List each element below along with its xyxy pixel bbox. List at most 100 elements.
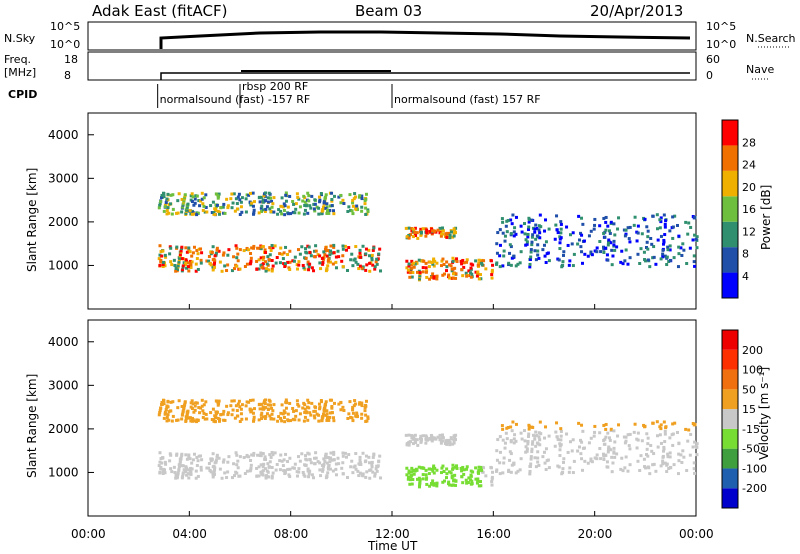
power-cell xyxy=(495,242,499,246)
power-cell xyxy=(498,228,502,232)
power-cell xyxy=(264,191,268,195)
power-cell xyxy=(541,248,545,252)
power-cell xyxy=(658,226,662,230)
velocity-cell xyxy=(313,462,317,466)
velocity-cell xyxy=(373,474,377,478)
velocity-cell xyxy=(428,436,432,440)
power-cell xyxy=(312,207,316,211)
velocity-cell xyxy=(590,460,594,464)
power-cell xyxy=(168,202,172,206)
velocity-cell xyxy=(245,400,249,404)
power-cell xyxy=(449,230,453,234)
power-cell xyxy=(679,246,683,250)
power-cell xyxy=(444,232,448,236)
velocity-cell xyxy=(309,461,313,465)
power-cell xyxy=(658,218,662,222)
power-cell xyxy=(606,258,610,262)
power-cell xyxy=(255,259,259,263)
velocity-cell xyxy=(303,415,307,419)
power-cell xyxy=(190,192,194,196)
power-cell xyxy=(623,234,627,238)
power-cell xyxy=(187,248,191,252)
velocity-cell xyxy=(435,468,439,472)
velocity-cell xyxy=(605,460,609,464)
power-cell xyxy=(662,238,666,242)
velocity-cell xyxy=(546,458,550,462)
velocity-cell xyxy=(235,414,239,418)
power-cell xyxy=(619,260,623,264)
velocity-cell xyxy=(319,399,323,403)
velocity-cell xyxy=(410,473,414,477)
power-cell xyxy=(238,267,242,271)
power-cell xyxy=(512,230,516,234)
velocity-cell xyxy=(440,439,444,443)
power-cell xyxy=(211,200,215,204)
power-cell xyxy=(296,248,300,252)
power-cell xyxy=(609,220,613,224)
power-cell xyxy=(416,236,420,240)
velocity-cell xyxy=(652,462,656,466)
power-cell xyxy=(685,262,689,266)
power-cell xyxy=(512,234,516,238)
power-cell xyxy=(479,273,483,277)
velocity-cell xyxy=(292,409,296,413)
velocity-cell xyxy=(418,484,422,488)
power-cell xyxy=(587,234,591,238)
power-cell xyxy=(252,208,256,212)
power-cell xyxy=(197,199,201,203)
power-cell xyxy=(302,194,306,198)
power-cell xyxy=(376,257,380,261)
velocity-cell xyxy=(636,438,640,442)
power-cell xyxy=(547,259,551,263)
power-cell xyxy=(280,196,284,200)
power-cell xyxy=(274,261,278,265)
velocity-cell xyxy=(268,414,272,418)
power-cell xyxy=(438,231,442,235)
velocity-cell xyxy=(184,468,188,472)
velocity-cell xyxy=(187,453,191,457)
colorbar-tick-label: 4 xyxy=(742,270,749,283)
velocity-cell xyxy=(571,471,575,475)
power-cell xyxy=(283,213,287,217)
velocity-cell xyxy=(221,412,225,416)
velocity-cell xyxy=(533,437,537,441)
velocity-cell xyxy=(453,436,457,440)
power-cell xyxy=(593,249,597,253)
power-cell xyxy=(537,256,541,260)
velocity-cell xyxy=(681,449,685,453)
velocity-cell xyxy=(663,432,667,436)
velocity-cell xyxy=(262,401,266,405)
power-cell xyxy=(192,245,196,249)
power-cell xyxy=(336,249,340,253)
velocity-cell xyxy=(445,438,449,442)
power-cell xyxy=(682,248,686,252)
velocity-cell xyxy=(157,413,161,417)
power-cell xyxy=(194,262,198,266)
power-cell xyxy=(688,246,692,250)
power-cell xyxy=(495,251,499,255)
power-cell xyxy=(639,247,643,251)
velocity-cell xyxy=(201,409,205,413)
velocity-cell xyxy=(278,459,282,463)
power-cell xyxy=(435,261,439,265)
power-cell xyxy=(304,204,308,208)
velocity-cell xyxy=(184,418,188,422)
velocity-cell xyxy=(277,415,281,419)
velocity-cell xyxy=(341,461,345,465)
power-cell xyxy=(180,245,184,249)
colorbar-tick-label: -50 xyxy=(742,443,760,456)
power-cell xyxy=(270,267,274,271)
velocity-cell xyxy=(405,473,409,477)
velocity-cell xyxy=(191,402,195,406)
power-cell xyxy=(351,264,355,268)
velocity-cell xyxy=(239,412,243,416)
power-cell xyxy=(266,196,270,200)
velocity-cell xyxy=(635,446,639,450)
power-cell xyxy=(365,263,369,267)
velocity-cell xyxy=(329,456,333,460)
velocity-cell xyxy=(343,451,347,455)
velocity-cell xyxy=(200,404,204,408)
power-cell xyxy=(409,233,413,237)
power-cell xyxy=(211,265,215,269)
power-cell xyxy=(183,196,187,200)
